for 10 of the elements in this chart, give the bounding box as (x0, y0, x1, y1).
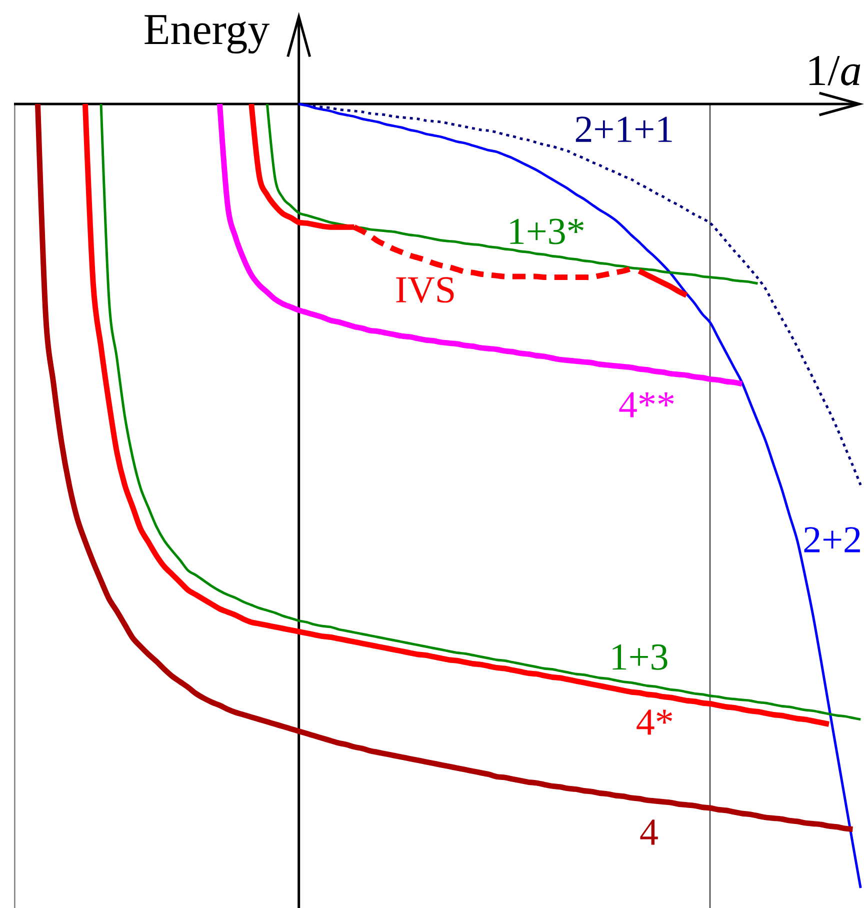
series-label: 1+3 (612, 644, 668, 670)
series-label: 4* (636, 710, 672, 735)
series-label: 4** (619, 392, 674, 418)
x-axis-title: 1/a (809, 56, 860, 86)
series-label: 4 (640, 820, 658, 845)
series-label: IVS (396, 277, 454, 303)
series-label: 1+3* (510, 218, 584, 244)
y-axis-title: Energy (144, 15, 270, 54)
series-label: 2+2 (804, 527, 860, 552)
series-label: 2+1+1 (576, 116, 672, 142)
